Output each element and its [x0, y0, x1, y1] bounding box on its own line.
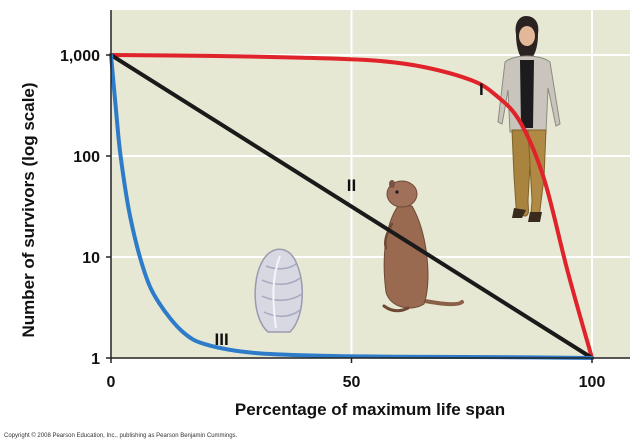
x-axis-title: Percentage of maximum life span: [235, 400, 505, 419]
curve-type-iii: [109, 53, 594, 360]
y-tick-label: 100: [73, 149, 100, 166]
x-tick-label: 50: [343, 374, 361, 391]
y-axis-title: Number of survivors (log scale): [19, 82, 38, 337]
curve-label-iii: III: [215, 330, 229, 349]
x-tick-label: 100: [579, 374, 606, 391]
oyster-figure: [254, 248, 303, 333]
curve-label-ii: II: [347, 176, 356, 195]
ground-squirrel-figure: [382, 180, 464, 313]
y-tick-label: 10: [82, 250, 100, 267]
curve-type-i: [109, 53, 594, 360]
curve-type-ii: [109, 53, 594, 360]
survival-curves: [109, 53, 594, 360]
curve-label-i: I: [479, 80, 484, 99]
grid: [111, 10, 630, 358]
y-tick-label: 1: [91, 351, 100, 368]
axis-ticks: 0 50 100 1 10 100 1,000: [60, 48, 605, 391]
x-tick-label: 0: [107, 374, 116, 391]
y-tick-label: 1,000: [60, 48, 100, 65]
copyright-text: Copyright © 2008 Pearson Education, Inc.…: [4, 433, 238, 439]
